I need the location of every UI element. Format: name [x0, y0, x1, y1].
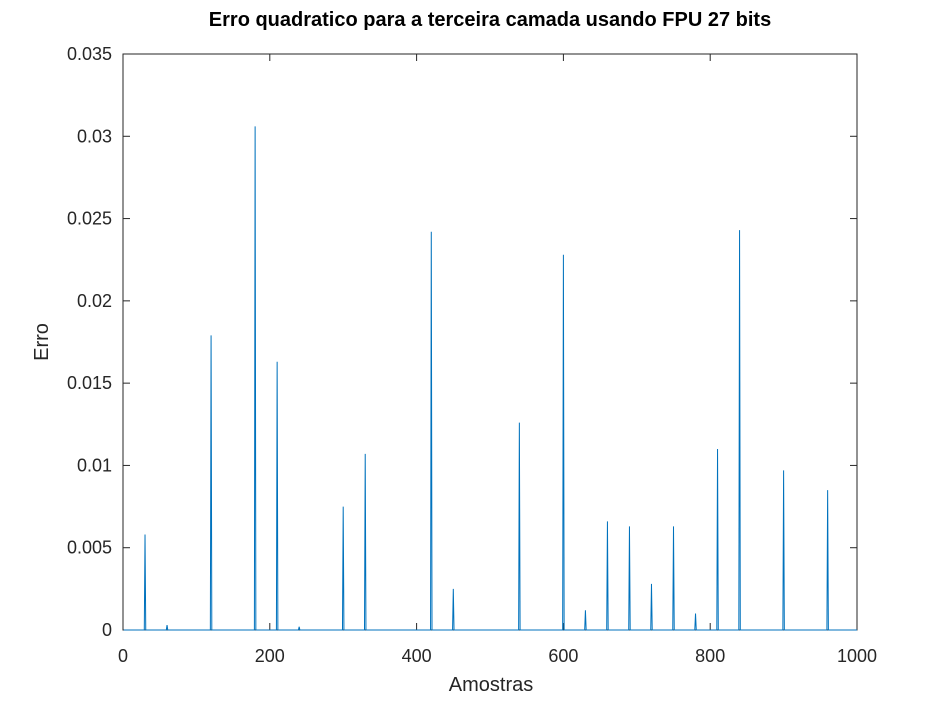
y-tick-label: 0.02 [77, 291, 112, 311]
x-axis: 0 200 400 600 800 1000 [118, 54, 877, 666]
y-tick-label: 0.015 [67, 373, 112, 393]
x-tick-label: 800 [695, 646, 725, 666]
x-tick-label: 200 [255, 646, 285, 666]
y-axis-label: Erro [31, 323, 53, 361]
y-tick-label: 0.01 [77, 455, 112, 475]
y-tick-label: 0.025 [67, 209, 112, 229]
plot-area: 0 200 400 600 800 1000 0 0.005 0.01 0.015 0.02 0.0… [67, 44, 877, 666]
x-tick-label: 1000 [837, 646, 877, 666]
y-tick-label: 0.005 [67, 538, 112, 558]
y-tick-label: 0 [102, 620, 112, 640]
chart-title: Erro quadratico para a terceira camada u… [209, 9, 771, 31]
y-axis: 0 0.005 0.01 0.015 0.02 0.025 0.03 0.035 [67, 44, 857, 640]
plot-frame [122, 53, 858, 631]
x-tick-label: 0 [118, 646, 128, 666]
y-tick-label: 0.035 [67, 44, 112, 64]
x-tick-label: 600 [548, 646, 578, 666]
series-line [123, 126, 857, 631]
x-axis-label: Amostras [449, 674, 533, 696]
y-tick-label: 0.03 [77, 126, 112, 146]
x-tick-label: 400 [402, 646, 432, 666]
